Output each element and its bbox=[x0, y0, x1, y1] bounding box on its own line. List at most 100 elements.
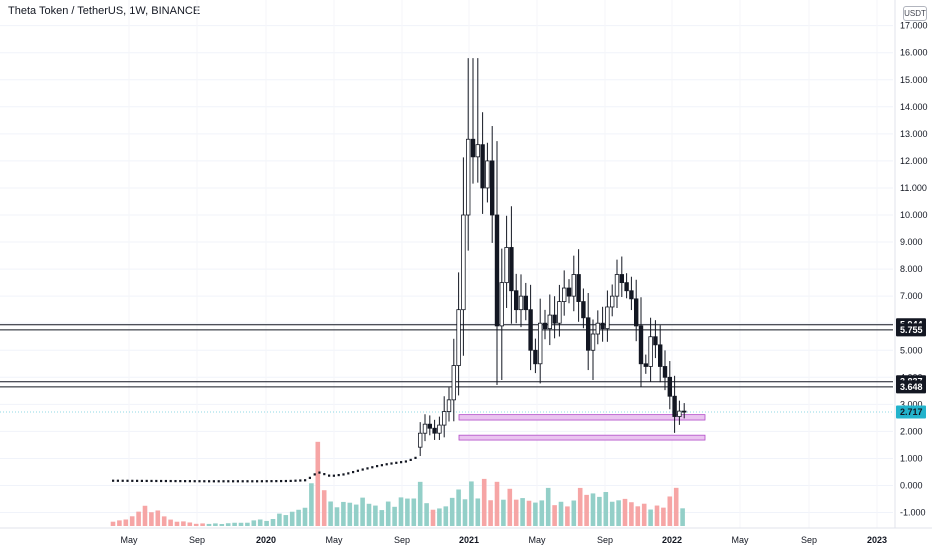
candle-body bbox=[518, 295, 524, 311]
volume-bar bbox=[302, 507, 308, 526]
volume-bar bbox=[533, 502, 538, 526]
candle-body bbox=[485, 160, 490, 189]
volume-bar bbox=[123, 519, 129, 526]
volume-bar bbox=[334, 507, 340, 526]
price-tick-label: 1.000 bbox=[900, 453, 923, 463]
horizontal-levels[interactable] bbox=[0, 324, 893, 413]
volume-bar bbox=[193, 523, 199, 526]
volume-bar bbox=[379, 510, 385, 526]
candle-body bbox=[542, 322, 548, 330]
price-dot bbox=[356, 469, 359, 472]
volume-bar bbox=[213, 523, 218, 526]
candle-body bbox=[614, 274, 620, 297]
candle-body bbox=[605, 306, 610, 330]
price-tick-label: 13.000 bbox=[900, 129, 928, 139]
price-tick-label: 9.000 bbox=[900, 237, 923, 247]
candle-body bbox=[417, 432, 423, 448]
volume-bar bbox=[398, 497, 404, 526]
price-dot bbox=[414, 456, 417, 459]
volume-bar bbox=[181, 521, 186, 526]
grid-lines bbox=[0, 25, 893, 514]
price-dot bbox=[212, 480, 215, 483]
price-tick-label: 15.000 bbox=[900, 75, 928, 85]
price-dot bbox=[299, 479, 302, 482]
volume-bar bbox=[648, 509, 653, 526]
candle-body bbox=[557, 301, 562, 324]
price-dot bbox=[308, 476, 311, 479]
volume-bar bbox=[661, 507, 666, 526]
volume-bar bbox=[616, 500, 621, 526]
price-axis: -1.0000.0001.0002.0003.0004.0005.0006.00… bbox=[894, 0, 928, 528]
price-dot bbox=[390, 462, 393, 465]
candle-body bbox=[465, 138, 471, 216]
volume-bar bbox=[174, 521, 180, 526]
volume-bar bbox=[680, 508, 685, 526]
price-dot bbox=[332, 474, 335, 477]
volume-bar bbox=[385, 501, 391, 526]
volume-bar bbox=[552, 505, 557, 526]
price-dot bbox=[366, 467, 369, 470]
volume-bar bbox=[142, 505, 148, 526]
volume-bar bbox=[405, 498, 410, 526]
price-dot bbox=[164, 479, 167, 483]
price-dot bbox=[222, 480, 225, 483]
price-tick-label: 8.000 bbox=[900, 264, 923, 274]
currency-badge[interactable]: USDT bbox=[903, 6, 927, 21]
price-dot bbox=[409, 458, 412, 462]
price-dot bbox=[260, 480, 263, 483]
volume-bar bbox=[296, 509, 301, 526]
volume-bar bbox=[257, 519, 263, 526]
price-tick-label: 10.000 bbox=[900, 210, 928, 220]
price-dot bbox=[246, 480, 249, 483]
volume-bar bbox=[430, 509, 436, 526]
candle-body bbox=[427, 423, 432, 429]
price-dot bbox=[275, 480, 278, 483]
volume-bar bbox=[494, 481, 500, 526]
volume-bar bbox=[149, 512, 154, 526]
candle-body bbox=[682, 410, 687, 413]
price-dot bbox=[121, 479, 124, 482]
price-dot bbox=[145, 479, 148, 483]
volume-bar bbox=[341, 501, 346, 526]
support-zones bbox=[458, 414, 706, 441]
volume-bar bbox=[449, 497, 455, 526]
volume-bar bbox=[360, 497, 365, 526]
volume-bar bbox=[110, 521, 116, 526]
volume-bar bbox=[417, 481, 423, 526]
candle-body bbox=[461, 214, 466, 311]
price-tick-label: -1.000 bbox=[900, 508, 926, 518]
volume-bar bbox=[168, 519, 173, 526]
price-dot bbox=[385, 463, 388, 466]
time-tick-label: May bbox=[120, 535, 138, 545]
volume-bar bbox=[507, 488, 513, 526]
time-tick-label: 2023 bbox=[867, 535, 887, 545]
candle-body bbox=[514, 290, 519, 311]
price-dot bbox=[179, 480, 182, 483]
volume-bar bbox=[513, 499, 519, 526]
price-dot bbox=[395, 461, 398, 464]
volume-bar bbox=[347, 502, 353, 526]
candle-body bbox=[653, 336, 658, 346]
candle-body bbox=[562, 287, 567, 302]
candle-body bbox=[538, 322, 543, 365]
candle-body bbox=[638, 325, 644, 365]
price-dot bbox=[342, 473, 345, 476]
candle-body bbox=[494, 214, 500, 327]
volume-bar bbox=[488, 500, 493, 526]
price-dot bbox=[198, 480, 201, 483]
volume-bar bbox=[206, 523, 212, 526]
candle-body bbox=[528, 309, 533, 351]
price-tick-label: 2.000 bbox=[900, 426, 923, 436]
price-dot bbox=[217, 480, 220, 483]
price-dot bbox=[256, 480, 259, 483]
candle-body bbox=[595, 322, 600, 335]
price-tick-label: 16.000 bbox=[900, 48, 928, 58]
volume-bar bbox=[264, 520, 269, 526]
price-dot bbox=[227, 480, 230, 483]
price-dot bbox=[140, 479, 143, 482]
candle-body bbox=[504, 247, 509, 284]
volume-bar bbox=[667, 496, 673, 526]
candle-body bbox=[600, 322, 605, 330]
